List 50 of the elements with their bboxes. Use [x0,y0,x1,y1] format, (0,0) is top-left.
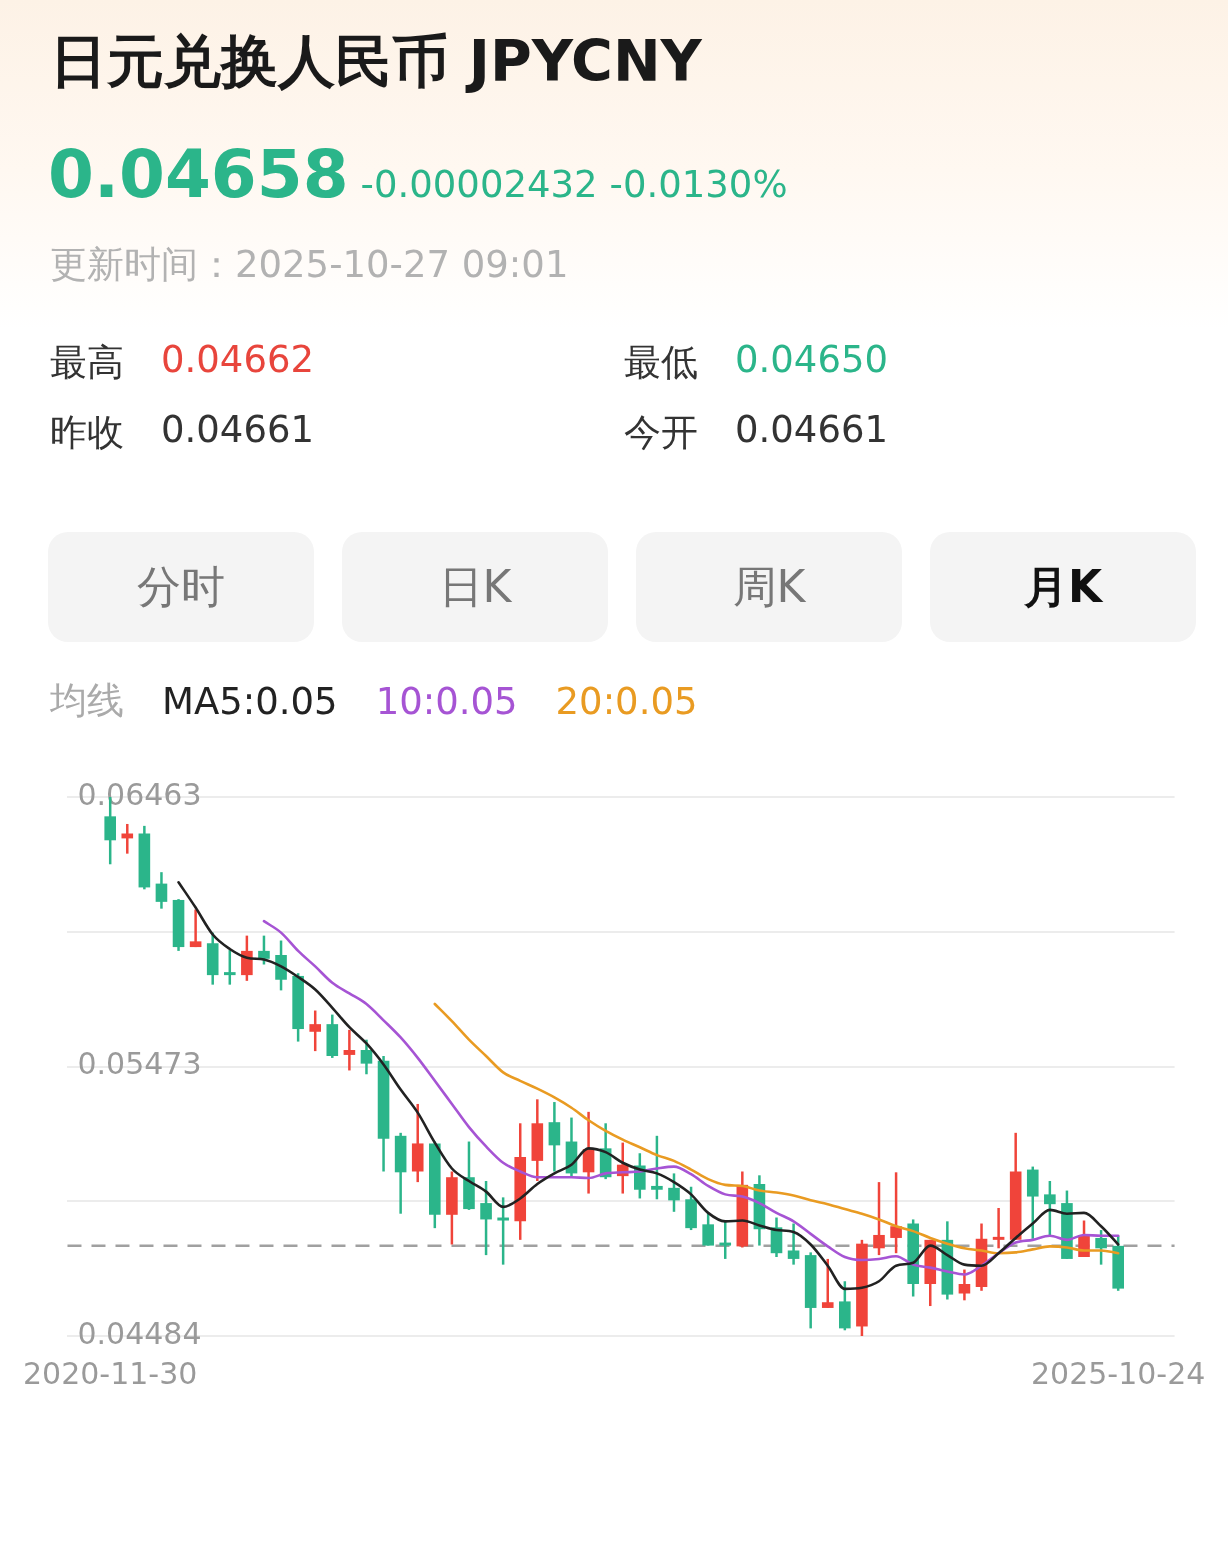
candlestick [309,1009,322,1053]
candlestick [548,1100,561,1173]
candlestick [121,822,134,855]
text: 今开 [624,410,698,456]
tab-button: 分时 [48,532,314,642]
candlestick [343,1028,356,1072]
text: MA5:0.05 [162,679,338,723]
candlestick [873,1180,885,1257]
text: -0.0130% [609,163,788,206]
tab-button: 日K [342,532,608,642]
chart-title: 日元兑换人民币 JPYCNY [50,27,702,96]
candlestick [1044,1179,1056,1238]
text: 0.04662 [161,338,315,381]
candlestick [992,1206,1005,1250]
legend-title: 均线 [50,678,124,724]
candlestick [189,908,202,949]
text: -0.00002432 [360,163,598,206]
text: 0.04661 [161,408,315,451]
candlestick [223,948,236,986]
candlestick [155,870,168,910]
text: 昨收 [50,410,124,456]
x-tick-label: 2020-11-30 [23,1355,198,1391]
text: 最高 [50,340,124,386]
y-tick-label: 0.06463 [77,776,202,812]
candlestick [258,934,270,966]
candlestick [651,1134,663,1201]
candlestick [668,1172,680,1214]
text: 更新时间：2025-10-27 09:01 [50,242,569,288]
candlestick [1095,1228,1107,1266]
text: 10:0.05 [375,679,518,723]
x-tick-label: 2025-10-24 [1031,1355,1206,1391]
candlestick [787,1222,800,1266]
text: 0.04661 [735,408,889,451]
tab-button: 周K [636,532,902,642]
y-tick-label: 0.04484 [77,1315,202,1351]
y-tick-label: 0.05473 [77,1046,202,1082]
candlestick [890,1171,902,1255]
line-series [262,919,1120,1276]
text: 最低 [624,340,698,386]
line-series [433,1002,1120,1255]
text: 20:0.05 [555,679,698,723]
candlestick [360,1038,373,1076]
candlestick [958,1268,971,1302]
text: 0.04658 [48,136,349,213]
text: 0.04650 [735,338,889,381]
candlestick [480,1179,492,1257]
candlestick [821,1257,834,1310]
candlestick [497,1196,509,1266]
tab-button: 月K [930,532,1196,642]
candlestick [702,1211,714,1247]
